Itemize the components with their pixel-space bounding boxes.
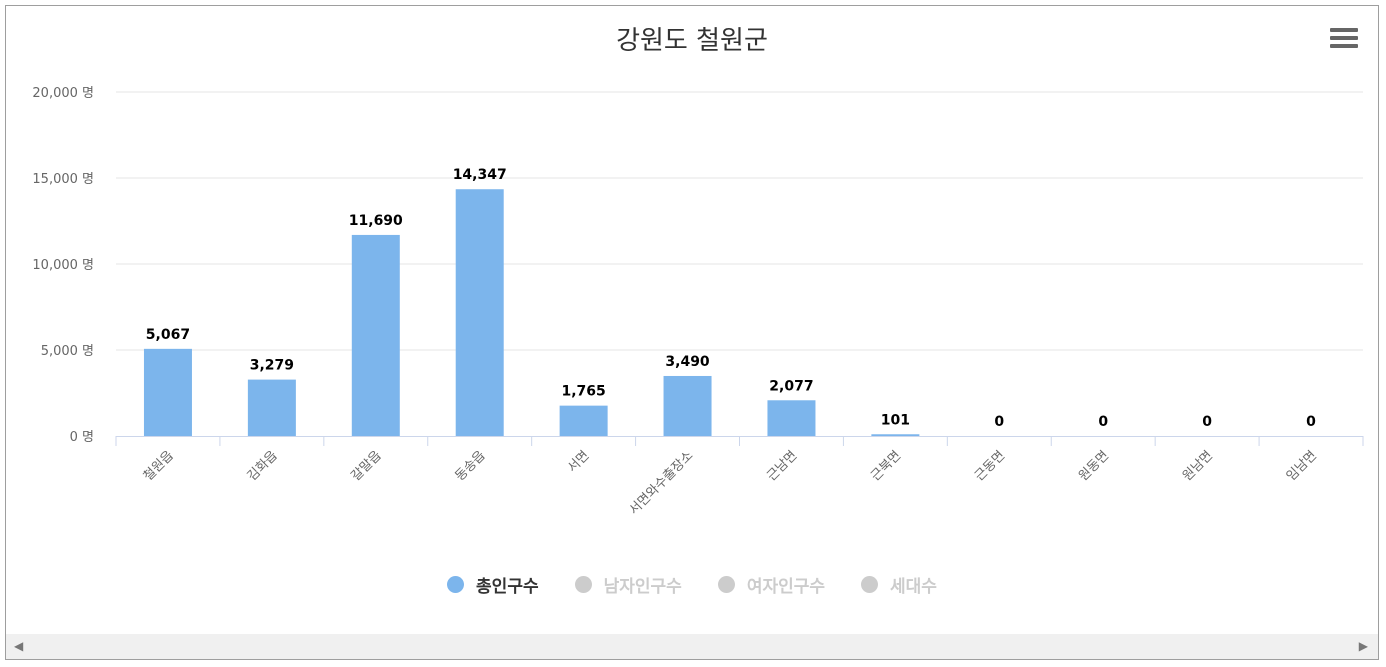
chart-container: 강원도 철원군 0 명 5,000 명 10,000 명 15,000 명 20,000…: [5, 5, 1379, 660]
bar: [351, 234, 400, 436]
bar: [559, 405, 608, 436]
data-label: 14,347: [453, 167, 507, 183]
horizontal-scrollbar[interactable]: ◀ ▶: [6, 634, 1378, 659]
x-tick-label: 임남면: [1284, 448, 1320, 484]
x-tick-label: 철원읍: [141, 448, 177, 484]
y-tick-label: 10,000 명: [32, 258, 94, 273]
data-label: 101: [881, 412, 910, 428]
x-tick-label: 원동면: [1076, 448, 1112, 484]
legend: 총인구수 남자인구수 여자인구수 세대수: [6, 572, 1378, 597]
scroll-right-icon[interactable]: ▶: [1358, 639, 1368, 653]
legend-label: 여자인구수: [746, 577, 826, 597]
legend-item-total[interactable]: 총인구수: [447, 572, 539, 597]
x-tick-label: 서면와수출장소: [627, 448, 697, 518]
legend-dot-icon: [861, 576, 879, 593]
legend-label: 남자인구수: [603, 577, 682, 597]
bar: [247, 379, 296, 436]
bar: [455, 189, 504, 436]
x-tick-label: 갈말읍: [349, 448, 385, 484]
data-label: 0: [1098, 414, 1108, 430]
legend-dot-icon: [717, 576, 735, 593]
data-label: 1,765: [561, 384, 605, 400]
x-tick-label: 근북면: [868, 448, 904, 484]
legend-item-female[interactable]: 여자인구수: [717, 572, 826, 597]
data-label: 3,490: [665, 354, 710, 370]
y-tick-label: 5,000 명: [41, 344, 94, 359]
hamburger-menu-icon[interactable]: [1330, 28, 1358, 54]
legend-dot-icon: [574, 576, 592, 593]
legend-label: 총인구수: [476, 577, 539, 597]
data-label: 0: [1202, 414, 1212, 430]
data-label: 5,067: [146, 327, 190, 343]
legend-item-male[interactable]: 남자인구수: [574, 572, 682, 597]
legend-label: 세대수: [890, 577, 937, 597]
x-tick-label: 서면: [565, 448, 593, 476]
x-tick-label: 근남면: [764, 448, 800, 484]
bar: [663, 375, 712, 436]
data-label: 0: [1306, 414, 1316, 430]
chart-title: 강원도 철원군: [616, 26, 768, 56]
data-label: 11,690: [349, 213, 403, 229]
data-label: 2,077: [769, 378, 813, 394]
bar: [143, 348, 192, 436]
bar: [871, 434, 920, 436]
x-tick-label: 원남면: [1180, 448, 1216, 484]
x-tick-label: 동송읍: [453, 448, 489, 484]
bar-chart: 0 명 5,000 명 10,000 명 15,000 명 20,000 명 5,067 철…: [32, 86, 1364, 518]
data-label: 3,279: [250, 358, 294, 374]
x-tick-label: 근동면: [972, 448, 1008, 484]
y-tick-label: 15,000 명: [32, 172, 94, 187]
data-label: 0: [994, 414, 1004, 430]
bar: [767, 400, 816, 436]
x-tick-label: 김화읍: [245, 448, 281, 484]
legend-dot-icon: [447, 576, 465, 593]
y-tick-label: 20,000 명: [32, 86, 94, 101]
y-tick-label: 0 명: [70, 430, 94, 445]
scroll-left-icon[interactable]: ◀: [14, 639, 24, 653]
legend-item-households[interactable]: 세대수: [861, 572, 937, 597]
